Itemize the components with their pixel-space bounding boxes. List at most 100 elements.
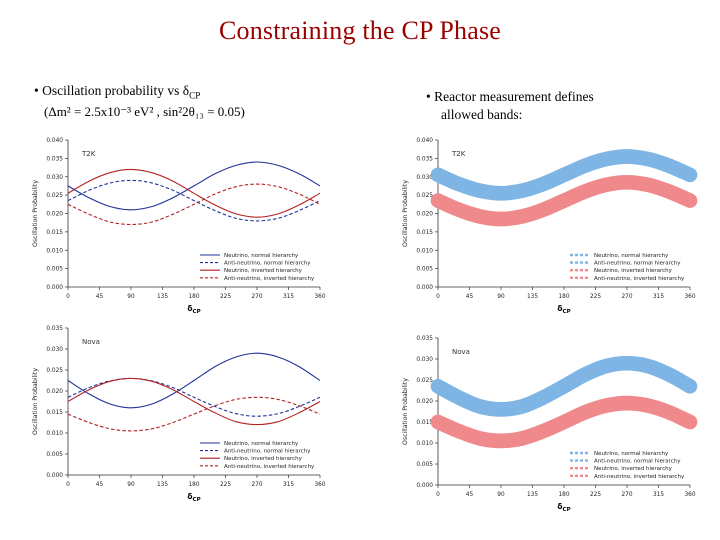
y-tick-label: 0.035 bbox=[416, 156, 433, 162]
x-tick-label: 90 bbox=[497, 294, 505, 300]
x-tick-label: 135 bbox=[157, 294, 168, 300]
x-tick-label: 90 bbox=[497, 492, 505, 498]
legend-label: Anti-neutrino, inverted hierarchy bbox=[224, 464, 315, 470]
y-tick-label: 0.030 bbox=[416, 357, 433, 363]
x-tick-label: 360 bbox=[684, 492, 695, 498]
y-axis-label: Oscillation Probability bbox=[32, 368, 39, 435]
x-tick-label: 225 bbox=[590, 294, 601, 300]
legend: Neutrino, normal hierarchy Anti-neutrino,… bbox=[570, 451, 685, 480]
x-tick-label: 315 bbox=[653, 294, 664, 300]
legend-label: Neutrino, inverted hierarchy bbox=[224, 268, 303, 274]
y-tick-label: 0.025 bbox=[46, 193, 63, 199]
legend-label: Neutrino, inverted hierarchy bbox=[594, 268, 673, 274]
x-tick-label: 135 bbox=[157, 482, 168, 488]
legend-label: Neutrino, inverted hierarchy bbox=[594, 466, 673, 472]
chart-svg-nova-lines: 0.000 0.005 0.010 0.015 0.020 0.025 0.030 0.035… bbox=[32, 326, 326, 503]
legend: Neutrino, normal hierarchy Anti-neutrino,… bbox=[200, 253, 315, 282]
y-tick-label: 0.015 bbox=[46, 410, 63, 416]
x-tick-label: 180 bbox=[188, 294, 199, 300]
x-axis-label: δCP bbox=[557, 502, 570, 513]
legend-label: Anti-neutrino, inverted hierarchy bbox=[594, 474, 685, 480]
x-tick-label: 45 bbox=[96, 482, 104, 488]
x-tick-label: 45 bbox=[466, 492, 474, 498]
series-line bbox=[67, 377, 321, 417]
y-tick-label: 0.005 bbox=[46, 452, 63, 458]
y-tick-label: 0.010 bbox=[416, 441, 433, 447]
y-axis-label: Oscillation Probability bbox=[402, 378, 409, 445]
x-tick-label: 225 bbox=[220, 482, 231, 488]
chart-t2k-bands: 0.000 0.005 0.010 0.015 0.020 0.025 0.030 0.035… bbox=[398, 132, 698, 317]
bullet-left-formula: (Δm² = 2.5x10⁻³ eV² , sin²2θ₁₃ = 0.05) bbox=[44, 103, 245, 119]
x-axis-label: δCP bbox=[187, 304, 200, 315]
y-tick-label: 0.015 bbox=[46, 230, 63, 236]
y-tick-label: 0.020 bbox=[416, 399, 433, 405]
page-title: Constraining the CP Phase bbox=[218, 16, 502, 45]
y-tick-label: 0.030 bbox=[46, 347, 63, 353]
y-tick-label: 0.035 bbox=[46, 326, 63, 332]
chart-nova-lines: 0.000 0.005 0.010 0.015 0.020 0.025 0.030 0.035… bbox=[28, 320, 328, 505]
chart-annotation: T2K bbox=[451, 150, 466, 158]
y-tick-label: 0.010 bbox=[416, 248, 433, 254]
y-tick-label: 0.020 bbox=[46, 212, 63, 218]
y-tick-label: 0.010 bbox=[46, 431, 63, 437]
x-tick-label: 135 bbox=[527, 294, 538, 300]
x-tick-label: 270 bbox=[251, 294, 262, 300]
legend-label: Anti-neutrino, inverted hierarchy bbox=[594, 276, 685, 282]
series-line bbox=[67, 183, 321, 226]
y-tick-label: 0.025 bbox=[46, 368, 63, 374]
chart-svg-t2k-bands: 0.000 0.005 0.010 0.015 0.020 0.025 0.030 0.035… bbox=[402, 138, 698, 315]
x-tick-label: 0 bbox=[66, 294, 70, 300]
y-tick-label: 0.025 bbox=[416, 378, 433, 384]
y-tick-label: 0.000 bbox=[46, 473, 63, 479]
chart-annotation: Nova bbox=[452, 348, 470, 356]
x-tick-label: 180 bbox=[558, 294, 569, 300]
legend: Neutrino, normal hierarchy Anti-neutrino,… bbox=[570, 253, 685, 282]
chart-t2k-lines: 0.000 0.005 0.010 0.015 0.020 0.025 0.030 0.035… bbox=[28, 132, 328, 317]
series-line bbox=[67, 179, 321, 222]
y-tick-label: 0.015 bbox=[416, 230, 433, 236]
series-band bbox=[430, 149, 698, 201]
chart-annotation: Nova bbox=[82, 338, 100, 346]
legend-label: Anti-neutrino, normal hierarchy bbox=[224, 261, 311, 267]
y-axis-label: Oscillation Probability bbox=[32, 180, 39, 247]
x-tick-label: 90 bbox=[127, 482, 135, 488]
x-axis-label: δCP bbox=[557, 304, 570, 315]
series-line bbox=[67, 168, 321, 218]
x-tick-label: 180 bbox=[188, 482, 199, 488]
y-tick-label: 0.000 bbox=[416, 285, 433, 291]
x-tick-label: 270 bbox=[251, 482, 262, 488]
x-tick-label: 0 bbox=[436, 294, 440, 300]
bullet-right-line2: allowed bands: bbox=[441, 106, 523, 122]
bullet-right-line1: • Reactor measurement defines bbox=[426, 89, 594, 104]
x-tick-label: 315 bbox=[283, 482, 294, 488]
y-tick-label: 0.025 bbox=[416, 193, 433, 199]
legend-label: Neutrino, normal hierarchy bbox=[224, 441, 299, 447]
series-line bbox=[67, 396, 321, 432]
x-tick-label: 270 bbox=[621, 492, 632, 498]
y-tick-label: 0.035 bbox=[46, 156, 63, 162]
series-band bbox=[430, 395, 698, 449]
y-tick-label: 0.020 bbox=[416, 212, 433, 218]
bullet-reactor-measurement: • Reactor measurement defines allowed ba… bbox=[426, 88, 706, 123]
x-tick-label: 315 bbox=[653, 492, 664, 498]
y-tick-label: 0.010 bbox=[46, 248, 63, 254]
chart-svg-nova-bands: 0.000 0.005 0.010 0.015 0.020 0.025 0.030 0.035… bbox=[402, 336, 698, 513]
x-tick-label: 45 bbox=[466, 294, 474, 300]
bullet-oscillation-probability: • Oscillation probability vs δCP (Δm² = … bbox=[34, 82, 384, 121]
y-tick-label: 0.030 bbox=[416, 175, 433, 181]
x-tick-label: 225 bbox=[220, 294, 231, 300]
y-tick-label: 0.040 bbox=[46, 138, 63, 144]
y-tick-label: 0.035 bbox=[416, 336, 433, 342]
x-tick-label: 360 bbox=[314, 482, 325, 488]
legend-label: Anti-neutrino, inverted hierarchy bbox=[224, 276, 315, 282]
y-tick-label: 0.005 bbox=[46, 267, 63, 273]
x-tick-label: 315 bbox=[283, 294, 294, 300]
series-line bbox=[67, 377, 321, 426]
y-tick-label: 0.020 bbox=[46, 389, 63, 395]
series-band bbox=[430, 355, 698, 417]
y-tick-label: 0.030 bbox=[46, 175, 63, 181]
legend-label: Neutrino, normal hierarchy bbox=[224, 253, 299, 259]
legend-label: Anti-neutrino, normal hierarchy bbox=[594, 261, 681, 267]
